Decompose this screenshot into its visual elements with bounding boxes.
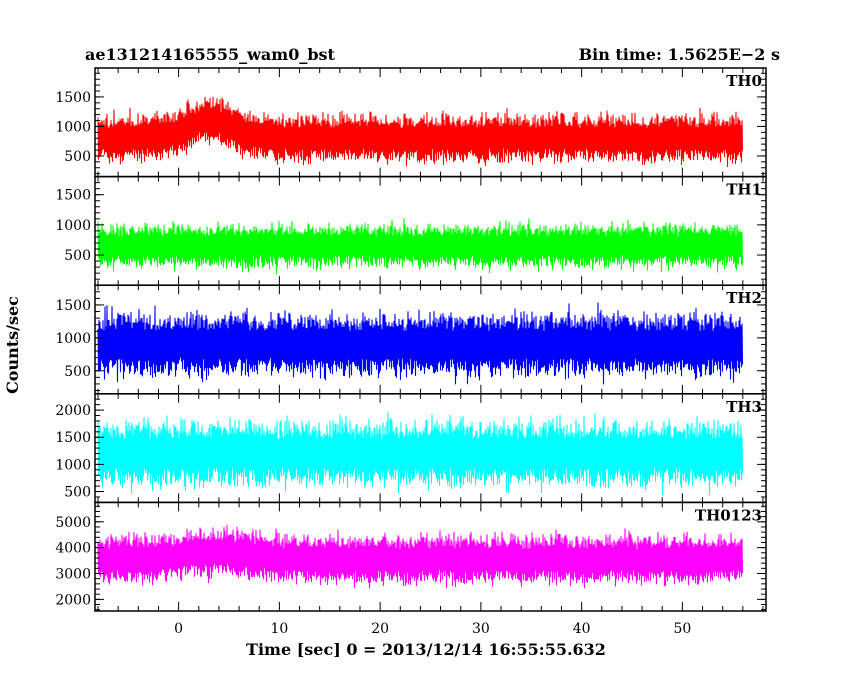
panel-th3: 500 1000 1500 2000 TH3: [55, 393, 767, 504]
series-line-th0: [97, 96, 744, 168]
x-tick-label: 20: [371, 621, 389, 637]
y-tick-label: 500: [64, 364, 91, 380]
panel-th0: 500 1000 1500 TH0: [55, 67, 767, 178]
series-label-th1: TH1: [726, 181, 762, 199]
y-tick-label: 1000: [55, 331, 91, 347]
panel-th1: 500 1000 1500 TH1: [55, 175, 767, 286]
y-tick-label: 1500: [55, 188, 91, 204]
x-tick-label: 0: [174, 621, 183, 637]
y-tick-label: 2000: [55, 592, 91, 608]
y-tick-label: 1000: [55, 457, 91, 473]
y-tick-label: 500: [64, 485, 91, 501]
series-label-th0123: TH0123: [695, 506, 762, 524]
y-tick-label: 1500: [55, 90, 91, 106]
y-tick-label: 1000: [55, 218, 91, 234]
series-label-th2: TH2: [726, 289, 762, 307]
chart-title-left: ae131214165555_wam0_bst: [85, 45, 336, 64]
y-tick-label: 500: [64, 149, 91, 165]
y-tick-label: 1500: [55, 430, 91, 446]
y-tick-label: 4000: [55, 541, 91, 557]
y-tick-label: 1500: [55, 298, 91, 314]
y-axis-label: Counts/sec: [3, 296, 22, 394]
series-line-th3: [97, 412, 744, 496]
series-line-th2: [97, 302, 744, 385]
x-axis-label: Time [sec] 0 = 2013/12/14 16:55:55.632: [246, 640, 606, 659]
panel-th2: 500 1000 1500 TH2: [55, 284, 767, 395]
y-tick-label: 5000: [55, 515, 91, 531]
series-label-th0: TH0: [726, 72, 762, 90]
chart-title-right: Bin time: 1.5625E−2 s: [579, 45, 780, 64]
y-tick-label: 2000: [55, 403, 91, 419]
y-tick-label: 500: [64, 248, 91, 264]
x-tick-label: 40: [573, 621, 591, 637]
x-tick-label: 30: [472, 621, 490, 637]
series-line-th0123: [97, 525, 744, 589]
x-tick-label: 50: [673, 621, 691, 637]
panel-frame: [94, 501, 767, 612]
series-label-th3: TH3: [726, 398, 762, 416]
series-line-th1: [97, 218, 744, 275]
x-tick-label: 10: [270, 621, 288, 637]
panel-th0123: 2000 3000 4000 5000 TH0123: [55, 501, 767, 612]
y-tick-label: 3000: [55, 567, 91, 583]
y-tick-label: 1000: [55, 119, 91, 135]
